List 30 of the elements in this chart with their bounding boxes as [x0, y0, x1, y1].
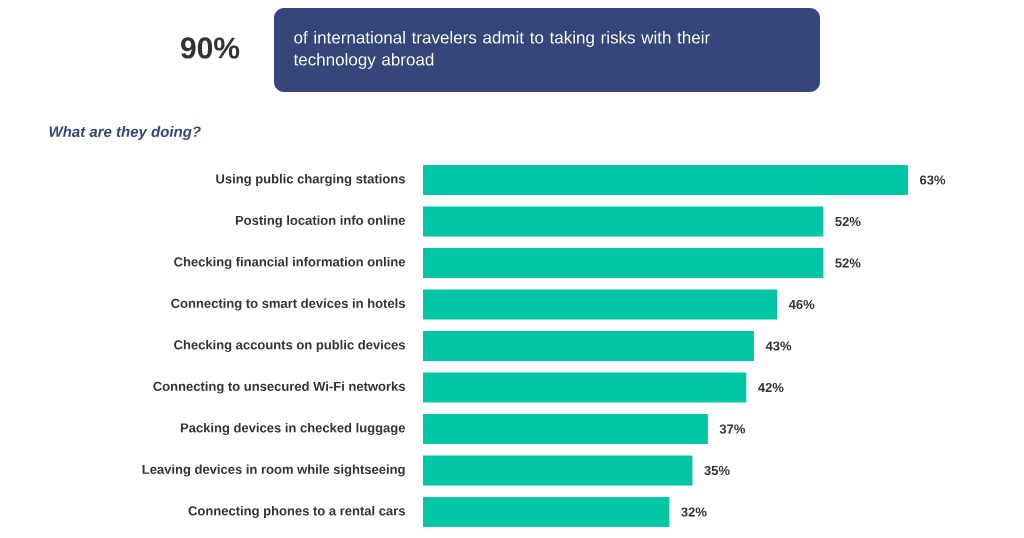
data-label: 46% [788, 299, 815, 310]
chart-title: 90% [181, 37, 240, 59]
data-label: 63% [920, 175, 946, 185]
y-tick-label: Connecting to unsecured Wi-Fi networks [153, 381, 405, 394]
bar [423, 206, 824, 237]
bar [423, 497, 670, 527]
data-label: 37% [719, 424, 746, 434]
bar [423, 331, 755, 361]
data-label: 32% [681, 507, 707, 517]
y-tick-label: Packing devices in checked luggage [180, 422, 406, 436]
data-label: 52% [835, 258, 861, 268]
y-tick-label: Posting location info online [235, 215, 406, 228]
y-tick-label: Checking accounts on public devices [174, 339, 405, 353]
y-tick-label: Connecting to smart devices in hotels [171, 298, 405, 311]
bar [423, 455, 693, 486]
bar [423, 165, 909, 196]
data-label: 42% [758, 382, 784, 393]
chart-subtitle: of international travelers admit to taking risks with their technology abroad [293, 31, 710, 69]
bar [423, 248, 824, 279]
y-tick-label: Using public charging stations [216, 173, 405, 187]
bar [423, 372, 747, 403]
y-tick-label: Leaving devices in room while sightseeing [142, 464, 405, 477]
bar [423, 289, 778, 320]
text: What are they doing? [49, 126, 201, 140]
y-tick-label: Connecting phones to a rental cars [188, 505, 405, 519]
y-tick-label: Checking financial information online [174, 256, 406, 270]
data-label: 43% [765, 341, 792, 351]
data-label: 52% [835, 216, 861, 227]
data-label: 35% [704, 465, 730, 476]
bar [423, 414, 708, 445]
